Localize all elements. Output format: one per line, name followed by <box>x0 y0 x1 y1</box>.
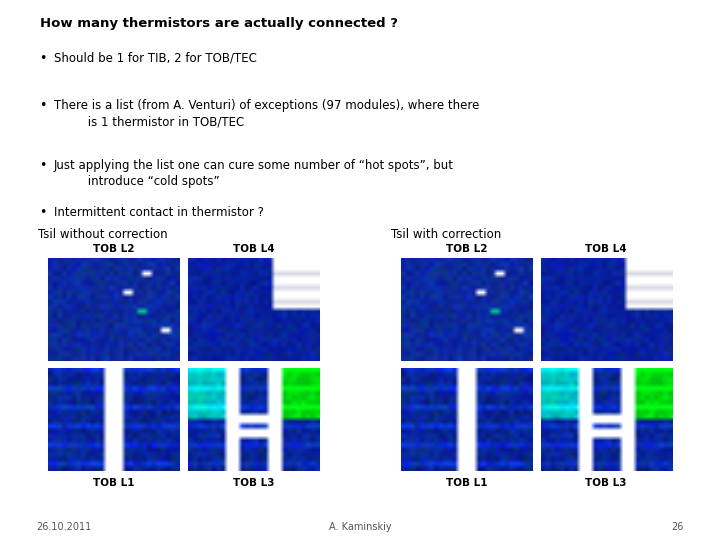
Text: A. Kaminskiy: A. Kaminskiy <box>329 522 391 532</box>
Text: •: • <box>40 206 47 219</box>
Text: Tsil with correction: Tsil with correction <box>391 228 501 241</box>
Text: •: • <box>40 52 47 65</box>
Text: TOB L2: TOB L2 <box>446 245 487 254</box>
Text: TOB L4: TOB L4 <box>233 245 274 254</box>
Text: Intermittent contact in thermistor ?: Intermittent contact in thermistor ? <box>54 206 264 219</box>
Text: 26.10.2011: 26.10.2011 <box>36 522 91 532</box>
Text: TOB L1: TOB L1 <box>93 478 135 488</box>
Text: 26: 26 <box>672 522 684 532</box>
Text: TOB L3: TOB L3 <box>233 478 274 488</box>
Text: There is a list (from A. Venturi) of exceptions (97 modules), where there
      : There is a list (from A. Venturi) of exc… <box>54 99 480 129</box>
Text: TOB L2: TOB L2 <box>93 245 135 254</box>
Text: Should be 1 for TIB, 2 for TOB/TEC: Should be 1 for TIB, 2 for TOB/TEC <box>54 52 257 65</box>
Text: •: • <box>40 159 47 172</box>
Text: Just applying the list one can cure some number of “hot spots”, but
         int: Just applying the list one can cure some… <box>54 159 454 188</box>
Text: TOB L4: TOB L4 <box>585 245 627 254</box>
Text: How many thermistors are actually connected ?: How many thermistors are actually connec… <box>40 17 397 30</box>
Text: •: • <box>40 99 47 112</box>
Text: Tsil without correction: Tsil without correction <box>38 228 168 241</box>
Text: TOB L1: TOB L1 <box>446 478 487 488</box>
Text: TOB L3: TOB L3 <box>585 478 627 488</box>
